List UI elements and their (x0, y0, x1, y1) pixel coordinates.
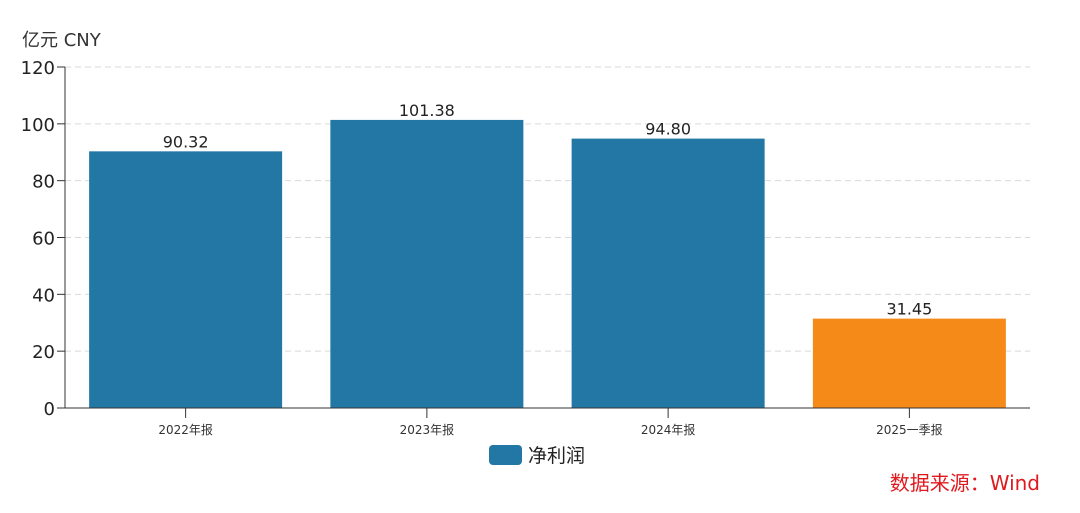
bar (330, 119, 524, 408)
data-source-note: 数据来源：Wind (890, 471, 1040, 495)
y-tick-label: 0 (44, 399, 55, 420)
x-tick-label: 2023年报 (400, 422, 455, 437)
data-label: 101.38 (399, 101, 455, 120)
legend-swatch (489, 445, 522, 465)
bars: 90.32 101.38 94.80 31.45 (89, 101, 1006, 409)
y-tick-label: 80 (32, 172, 55, 193)
x-tick-label: 2024年报 (641, 422, 696, 437)
data-label: 94.80 (645, 120, 691, 139)
y-axis-unit-label: 亿元 CNY (22, 30, 102, 51)
x-tick-label: 2025一季报 (876, 422, 943, 437)
y-tick-label: 40 (32, 285, 55, 306)
data-label: 31.45 (886, 300, 932, 319)
bar (89, 151, 283, 408)
bar (812, 318, 1006, 408)
bar (571, 138, 765, 409)
legend: 净利润 (489, 445, 585, 467)
data-label: 90.32 (163, 132, 209, 151)
legend-label: 净利润 (528, 445, 585, 467)
y-tick-label: 20 (32, 342, 55, 363)
y-tick-label: 120 (21, 58, 55, 79)
x-tick-label: 2022年报 (158, 422, 213, 437)
axes: 0 20 40 60 80 100 120 2022年报 2023年报 2024年报 2025一季报 (21, 58, 1030, 437)
y-tick-label: 60 (32, 229, 55, 250)
y-tick-label: 100 (21, 115, 55, 136)
